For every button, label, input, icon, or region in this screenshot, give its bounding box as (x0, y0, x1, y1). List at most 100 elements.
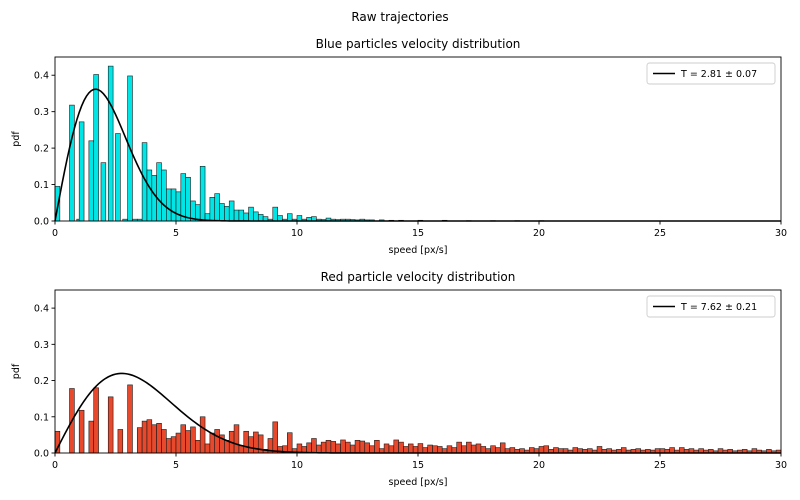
histogram-bar (287, 432, 293, 454)
axes-title: Red particle velocity distribution (321, 270, 516, 284)
y-tick-label: 0.4 (34, 71, 49, 82)
histogram-bar (330, 441, 337, 454)
histogram-bar (88, 420, 95, 454)
histogram-bar (107, 65, 114, 222)
histogram-bar (199, 416, 206, 454)
histogram-bar (214, 193, 220, 222)
blue-particles-panel: Blue particles velocity distribution 0 5 10… (11, 37, 787, 256)
x-tick-label: 25 (654, 460, 666, 471)
histogram-bar (151, 175, 157, 222)
legend-label: T = 7.62 ± 0.21 (680, 302, 757, 313)
histogram-bar (209, 432, 216, 454)
histogram-bar (107, 396, 114, 454)
x-tick-label: 15 (412, 460, 424, 471)
x-tick-label: 10 (291, 460, 303, 471)
histogram-bar (127, 384, 133, 454)
histogram-bar (238, 209, 245, 222)
histogram-bar (117, 429, 124, 454)
histogram-bar (209, 197, 216, 222)
histogram-bar (354, 440, 361, 454)
y-tick-label: 0.0 (34, 217, 49, 228)
histogram-bar (446, 445, 453, 454)
histogram-bar (364, 442, 370, 454)
histogram-bar (466, 441, 472, 454)
legend-box (646, 295, 776, 318)
histogram-bar (437, 446, 443, 454)
histogram-bar (175, 432, 182, 454)
histogram-bar (248, 436, 254, 454)
histogram-bar (233, 424, 240, 454)
histogram-bar (349, 444, 356, 454)
y-tick-label: 0.3 (34, 107, 49, 118)
legend: T = 7.62 ± 0.21 (646, 295, 776, 318)
histogram-bar (470, 444, 477, 454)
histogram-bar (456, 441, 462, 454)
x-tick-label: 5 (173, 460, 179, 471)
histogram-bar (509, 447, 516, 454)
histogram-bar (451, 447, 458, 454)
histogram-bar (93, 74, 99, 222)
histogram-bar (190, 426, 196, 454)
histogram-bar (432, 445, 438, 454)
y-tick-label: 0.1 (34, 412, 49, 423)
bar-series (54, 384, 782, 454)
x-axis-label: speed [px/s] (389, 477, 448, 488)
histogram-bar (156, 422, 162, 454)
histogram-bar (369, 445, 375, 454)
x-tick-label: 15 (412, 228, 424, 239)
x-tick-label: 25 (654, 228, 666, 239)
x-tick-label: 30 (775, 460, 787, 471)
histogram-bar (480, 446, 487, 454)
histogram-bar (166, 438, 172, 454)
histogram-bar (427, 444, 433, 454)
histogram-bar (340, 439, 346, 454)
histogram-bar (233, 209, 240, 222)
histogram-bar (408, 443, 414, 454)
histogram-bar (325, 440, 332, 454)
histogram-bar (115, 133, 121, 222)
legend-box (646, 62, 776, 85)
histogram-bar (383, 443, 390, 454)
histogram-bar (151, 424, 157, 454)
y-tick-label: 0.1 (34, 180, 49, 191)
histogram-bar (620, 447, 627, 454)
histogram-bar (180, 173, 186, 222)
histogram-bar (243, 430, 249, 454)
histogram-bar (490, 445, 496, 454)
histogram-bar (306, 442, 312, 454)
histogram-bar (422, 447, 428, 454)
histogram-bar (596, 446, 603, 454)
x-tick-label: 0 (52, 228, 58, 239)
histogram-bar (461, 445, 467, 454)
histogram-bar (93, 387, 99, 454)
histogram-bar (374, 440, 380, 454)
histogram-bar (224, 440, 230, 454)
histogram-bar (195, 440, 201, 454)
y-axis-label: pdf (11, 363, 22, 379)
histogram-bar (495, 447, 501, 454)
x-tick-label: 20 (533, 460, 545, 471)
histogram-bar (398, 441, 404, 454)
x-tick-label: 10 (291, 228, 303, 239)
histogram-bar (553, 447, 559, 454)
histogram-bar (499, 442, 506, 454)
red-particle-panel: Red particle velocity distribution 0 5 10 15… (11, 270, 787, 488)
y-tick-label: 0.4 (34, 304, 49, 315)
figure-title: Raw trajectories (351, 10, 448, 24)
histogram-bar (214, 429, 220, 454)
histogram-bar (272, 421, 278, 454)
x-tick-label: 20 (533, 228, 545, 239)
x-tick-label: 30 (775, 228, 787, 239)
histogram-bar (219, 203, 225, 222)
histogram-bar (146, 169, 153, 222)
legend-label: T = 2.81 ± 0.07 (680, 69, 757, 80)
histogram-bar (345, 441, 351, 454)
histogram-bar (88, 140, 95, 222)
histogram-bar (335, 443, 341, 454)
histogram-bar (320, 441, 327, 454)
y-tick-label: 0.3 (34, 340, 49, 351)
histogram-bar (529, 447, 535, 454)
histogram-bar (204, 443, 211, 454)
histogram-bar (316, 444, 322, 454)
